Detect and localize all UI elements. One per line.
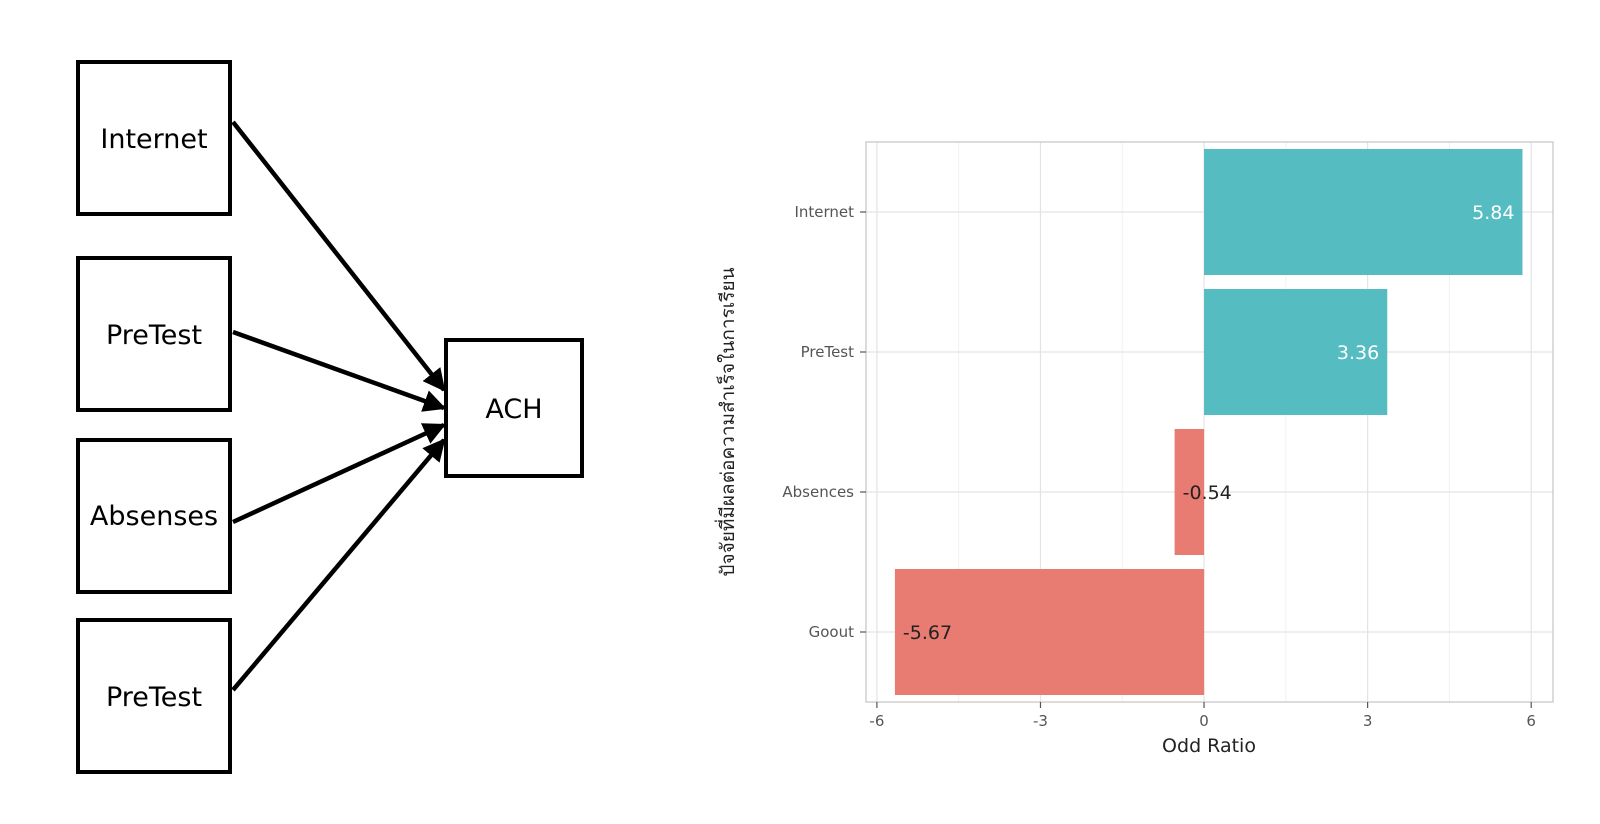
- input-node-pretest: PreTest: [76, 256, 232, 412]
- input-node-absenses: Absenses: [76, 438, 232, 594]
- y-tick-label: Internet: [794, 203, 854, 221]
- data-labels: 5.84 3.36 -0.54 -5.67: [903, 202, 1515, 644]
- path-diagram: Internet PreTest Absenses PreTest ACH: [76, 60, 584, 774]
- bars: [894, 149, 1523, 695]
- plot-panel: [865, 141, 1554, 703]
- data-label-goout: -5.67: [903, 622, 952, 644]
- x-axis-title: Odd Ratio: [1162, 735, 1256, 757]
- x-tick-label: -6: [869, 712, 884, 730]
- bar-absences: [1174, 429, 1205, 555]
- input-node-internet: Internet: [76, 60, 232, 216]
- y-tick-label: Goout: [809, 623, 854, 641]
- x-tick-label: 6: [1526, 712, 1536, 730]
- x-tick-label: 3: [1363, 712, 1373, 730]
- output-node-label: ACH: [485, 394, 542, 425]
- bar-internet: [1204, 149, 1523, 275]
- arrow-pretest-to-ach: [232, 329, 447, 412]
- input-node-label: PreTest: [106, 320, 202, 351]
- output-node-ach: ACH: [444, 338, 584, 478]
- bar-pretest: [1204, 289, 1388, 415]
- input-node-label: Internet: [100, 124, 207, 155]
- arrow-internet-to-ach: [231, 120, 446, 392]
- x-tick-label: 0: [1199, 712, 1209, 730]
- y-tick-label: Absences: [782, 483, 854, 501]
- y-tick-label: PreTest: [801, 343, 855, 361]
- data-label-absences: -0.54: [1183, 482, 1232, 504]
- arrow-pretest2-to-ach: [231, 438, 446, 692]
- input-node-pretest-2: PreTest: [76, 618, 232, 774]
- x-tick-label: -3: [1033, 712, 1048, 730]
- y-axis-title: ปัจจัยที่มีผลต่อความสำเร็จในการเรียน: [714, 267, 739, 576]
- bar-goout: [894, 569, 1205, 695]
- input-node-label: PreTest: [106, 682, 202, 713]
- ticks: -6 -3 0 3 6 Internet PreTest Absences Goout: [782, 203, 1536, 730]
- data-label-pretest: 3.36: [1337, 342, 1379, 364]
- data-label-internet: 5.84: [1472, 202, 1514, 224]
- bar-chart: -6 -3 0 3 6 Internet PreTest Absences Goout 5.84…: [714, 141, 1554, 757]
- arrow-absenses-to-ach: [232, 422, 447, 525]
- input-node-label: Absenses: [90, 501, 218, 532]
